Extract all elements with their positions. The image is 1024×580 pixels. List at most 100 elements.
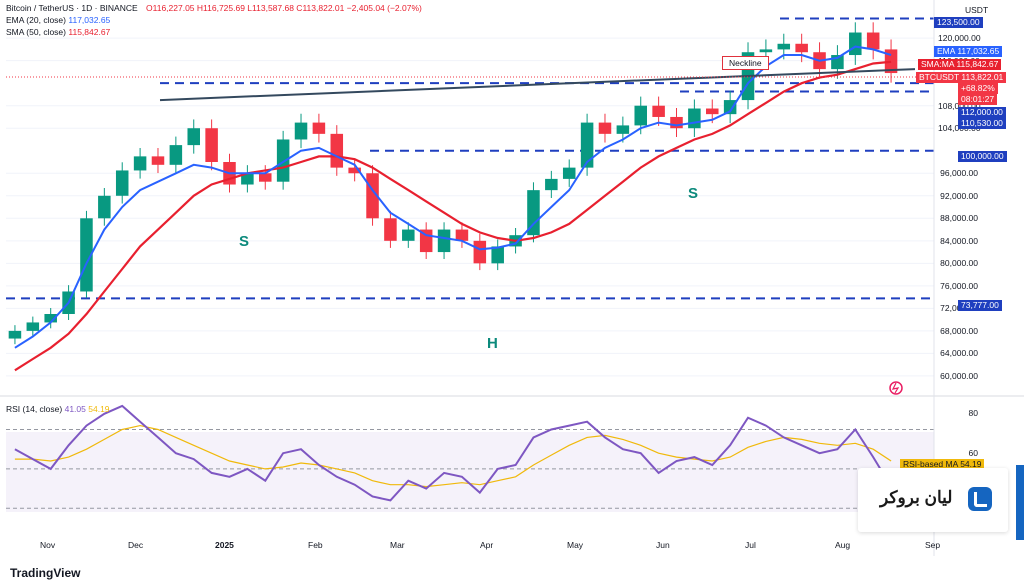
price-tick-label: 88,000.00 bbox=[940, 213, 978, 224]
rsi-legend-label: RSI (14, close) bbox=[6, 404, 63, 414]
sma-tag-name: SMA:MA bbox=[921, 59, 955, 69]
candle-body bbox=[294, 122, 308, 140]
time-tick-label: Feb bbox=[308, 540, 323, 550]
candle-body bbox=[598, 122, 612, 134]
candle-body bbox=[437, 229, 451, 253]
level-tag-123500: 123,500.00 bbox=[934, 17, 983, 28]
candle-body bbox=[670, 116, 683, 129]
time-tick-label: Mar bbox=[390, 540, 405, 550]
price-tick-label: 92,000.00 bbox=[940, 190, 978, 201]
sma-legend[interactable]: SMA (50, close) 115,842.67 bbox=[6, 27, 110, 38]
symbol-title: Bitcoin / TetherUS · 1D · BINANCE bbox=[6, 3, 138, 13]
candle-body bbox=[133, 156, 147, 171]
time-tick-label: May bbox=[567, 540, 584, 550]
candle-body bbox=[44, 314, 57, 323]
rsi-ma-tag: RSI-based MA 54.19 bbox=[900, 459, 985, 470]
candle-body bbox=[652, 105, 665, 117]
symbol-tag-value: 113,822.01 bbox=[961, 72, 1004, 82]
price-tick-label: 60,000.00 bbox=[940, 370, 978, 381]
sma-tag: SMA:MA 115,842.67 bbox=[918, 59, 1002, 70]
rsi-ma-legend-value: 54.19 bbox=[88, 404, 110, 414]
candle-body bbox=[330, 133, 344, 168]
time-tick-label: Dec bbox=[128, 540, 144, 550]
sma50-line bbox=[14, 60, 892, 372]
candle-body bbox=[312, 122, 326, 134]
rsi-legend-value: 41.05 bbox=[64, 404, 86, 414]
candle-body bbox=[759, 49, 773, 53]
candle-body bbox=[98, 195, 111, 219]
rsi-legend[interactable]: RSI (14, close) 41.05 54.19 bbox=[6, 404, 110, 414]
rsi-reference-lines bbox=[6, 429, 934, 509]
sma-tag-value: 115,842.67 bbox=[956, 59, 999, 69]
candle-body bbox=[527, 190, 540, 236]
price-tick-label: 68,000.00 bbox=[940, 325, 978, 336]
right-shoulder-label: S bbox=[688, 185, 699, 202]
candle-body bbox=[616, 125, 630, 134]
level-tag-73777: 73,777.00 bbox=[958, 300, 1002, 311]
candle-body bbox=[205, 128, 218, 162]
tradingview-logo: TradingView bbox=[10, 566, 81, 580]
price-tick-label: 64,000.00 bbox=[940, 348, 978, 359]
symbol-pct-tag: +68.82% bbox=[958, 83, 998, 94]
time-tick-label: Aug bbox=[835, 540, 851, 550]
ohlc-readout: O116,227.05 H116,725.69 L113,587.68 C113… bbox=[146, 3, 422, 13]
rsi-ma-tag-value: 54.19 bbox=[960, 459, 982, 469]
symbol-countdown-tag: 08:01:27 bbox=[958, 94, 998, 105]
candle-body bbox=[688, 108, 701, 129]
price-tick-label: 108,000.00 bbox=[938, 100, 981, 111]
ema-tag-name: EMA bbox=[937, 46, 955, 56]
candle-body bbox=[795, 43, 808, 53]
price-tick-label: 120,000.00 bbox=[938, 33, 981, 44]
candle-body bbox=[866, 32, 880, 50]
left-shoulder-label: S bbox=[239, 233, 250, 250]
candle-body bbox=[384, 218, 397, 241]
price-tick-label: 84,000.00 bbox=[940, 235, 978, 246]
candle-body bbox=[884, 49, 898, 74]
candle-body bbox=[455, 229, 469, 241]
candle-body bbox=[169, 145, 183, 165]
candle-body bbox=[491, 246, 504, 264]
price-grid bbox=[6, 37, 934, 377]
ema-tag-value: 117,032.65 bbox=[957, 46, 1000, 56]
flash-bolt-icon bbox=[891, 382, 900, 394]
candle-body bbox=[849, 32, 862, 56]
time-tick-label: Sep bbox=[925, 540, 941, 550]
candle-body bbox=[26, 322, 40, 331]
time-tick-label: Jul bbox=[745, 540, 756, 550]
symbol-header[interactable]: Bitcoin / TetherUS · 1D · BINANCE O116,2… bbox=[6, 3, 422, 14]
rsi-ma-line bbox=[14, 424, 892, 488]
candle-body bbox=[187, 128, 200, 146]
time-tick-label: Jun bbox=[656, 540, 670, 550]
candle-body bbox=[562, 167, 576, 179]
rsi-ma-tag-name: RSI-based MA bbox=[903, 459, 958, 469]
candle-body bbox=[402, 229, 415, 241]
ema-legend-label: EMA (20, close) bbox=[6, 15, 66, 25]
sma-legend-value: 115,842.67 bbox=[68, 27, 111, 37]
candle-body bbox=[777, 43, 791, 50]
price-tick-label: 76,000.00 bbox=[940, 280, 978, 291]
ema-tag: EMA 117,032.65 bbox=[934, 46, 1003, 57]
candle-body bbox=[241, 173, 254, 185]
candle-body bbox=[276, 139, 290, 182]
currency-label[interactable]: USDT bbox=[965, 5, 989, 15]
broker-name: لیان بروکر bbox=[880, 488, 953, 507]
rsi-line bbox=[14, 404, 892, 502]
candle-body bbox=[8, 330, 22, 339]
candle-body bbox=[348, 167, 361, 174]
symbol-tag-name: BTCUSDT bbox=[919, 72, 959, 82]
neckline-label: Neckline bbox=[722, 56, 769, 70]
candle-body bbox=[259, 173, 272, 182]
broker-logo-icon bbox=[968, 487, 992, 511]
level-tag-110530: 110,530.00 bbox=[958, 118, 1006, 129]
neckline-line bbox=[159, 68, 916, 102]
level-tag-100000: 100,000.00 bbox=[958, 151, 1007, 162]
ema-legend[interactable]: EMA (20, close) 117,032.65 bbox=[6, 15, 110, 26]
rsi-band bbox=[6, 432, 934, 512]
rsi-tick-80: 80 bbox=[968, 408, 978, 418]
head-label: H bbox=[487, 335, 498, 352]
time-tick-label: Nov bbox=[40, 540, 56, 550]
flash-icon bbox=[889, 381, 903, 395]
candle-body bbox=[706, 108, 719, 115]
price-tick-label: 96,000.00 bbox=[940, 168, 978, 179]
